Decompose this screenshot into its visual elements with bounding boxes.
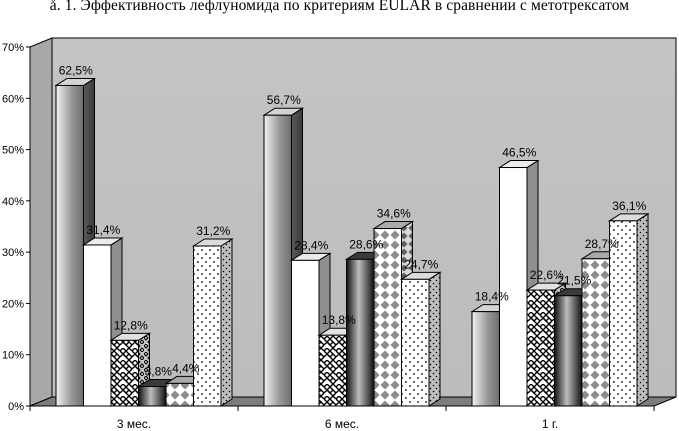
y-tick-label: 70% — [2, 42, 24, 54]
bar-front — [165, 382, 194, 407]
bar-front — [609, 220, 638, 407]
category-axis: 3 мес. 6 мес. 1 г. — [29, 406, 655, 431]
data-label: 4,4% — [172, 361, 200, 375]
data-label: 24,7% — [404, 257, 438, 271]
bar — [191, 238, 234, 407]
side-wall — [29, 37, 53, 407]
bar-front — [581, 258, 610, 407]
data-label: 28,7% — [585, 237, 619, 251]
bar-side — [428, 271, 441, 407]
category-label: 3 мес. — [117, 417, 151, 431]
y-tick-label: 20% — [2, 298, 24, 310]
y-tick-label: 0% — [8, 401, 24, 413]
data-labels: 62,5% 31,4% 12,8% 3,8% 4,4% 31,2% 56,7% 28,4% 13… — [59, 63, 647, 378]
data-label: 21,5% — [557, 274, 591, 288]
bar-front — [526, 289, 555, 407]
data-label: 18,4% — [475, 290, 509, 304]
bar-front — [401, 278, 430, 407]
bar-front — [318, 334, 347, 407]
bar-front — [193, 245, 222, 407]
data-label: 31,4% — [86, 223, 120, 237]
data-label: 28,6% — [349, 237, 383, 251]
chart-title: å. 1. Эффективность лефлуномида по крите… — [49, 0, 630, 14]
y-tick-label: 30% — [2, 247, 24, 259]
bar-front — [110, 339, 139, 407]
bar-front — [263, 114, 292, 407]
bar-front — [291, 259, 320, 407]
bar-front — [471, 311, 500, 407]
data-label: 28,4% — [294, 238, 328, 252]
data-label: 12,8% — [114, 318, 148, 332]
data-label: 34,6% — [377, 207, 411, 221]
data-label: 3,8% — [145, 365, 173, 379]
y-tick-label: 50% — [2, 145, 24, 157]
data-label: 13,8% — [322, 313, 356, 327]
y-tick-label: 10% — [2, 350, 24, 362]
bar — [81, 237, 124, 407]
bar — [607, 212, 650, 407]
data-label: 22,6% — [530, 268, 564, 282]
y-tick-label: 40% — [2, 196, 24, 208]
bar-front — [499, 167, 528, 407]
bar-front — [373, 228, 402, 407]
data-label: 46,5% — [502, 146, 536, 160]
bar — [399, 271, 442, 407]
data-label: 31,2% — [196, 224, 230, 238]
bar-side — [220, 238, 233, 407]
data-label: 56,7% — [267, 93, 301, 107]
data-label: 36,1% — [612, 199, 646, 213]
bars — [54, 77, 650, 407]
bar-front — [55, 84, 84, 407]
y-tick-label: 60% — [2, 93, 24, 105]
bar-front — [83, 244, 112, 407]
bar-front — [138, 386, 167, 407]
bar-side — [636, 212, 649, 407]
data-label: 62,5% — [59, 63, 93, 77]
bar-front — [346, 258, 375, 407]
bar-front — [554, 295, 583, 407]
category-label: 6 мес. — [325, 417, 359, 431]
category-label: 1 г. — [542, 417, 558, 431]
